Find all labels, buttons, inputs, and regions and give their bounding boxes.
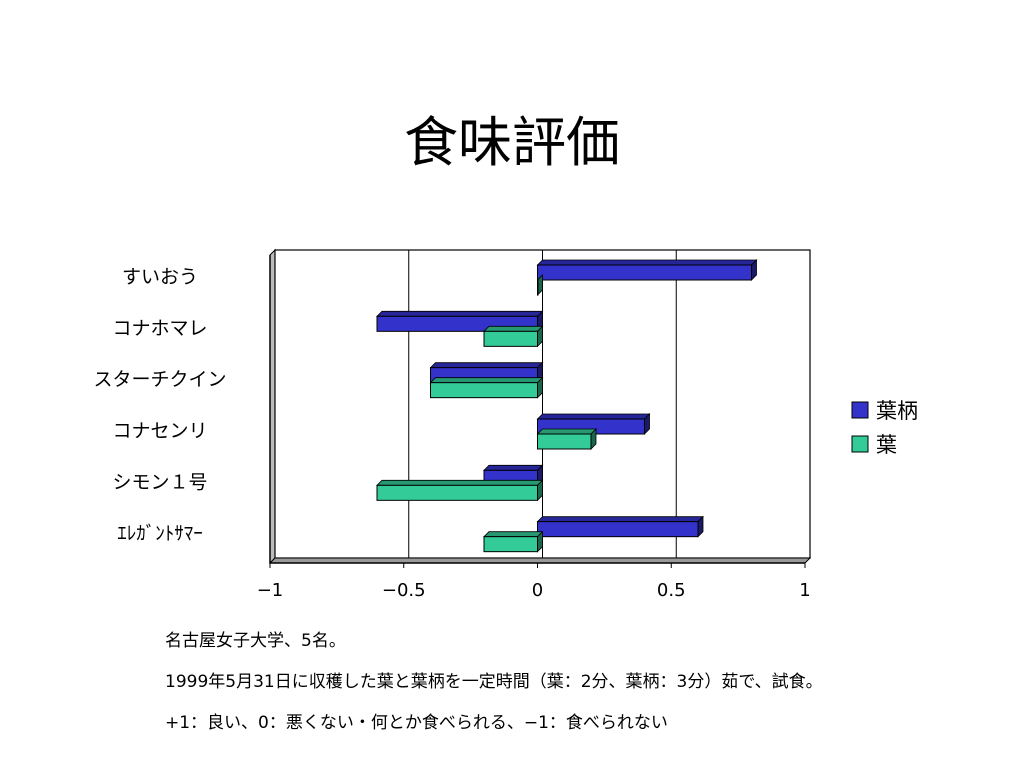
slide-title: 食味評価 xyxy=(404,111,620,174)
bar-leaf xyxy=(537,279,539,296)
legend-label: 葉 xyxy=(876,433,897,457)
x-tick-label: −1 xyxy=(257,580,284,601)
bar-top xyxy=(429,362,544,369)
x-tick-label: 1 xyxy=(799,580,810,601)
bar-top xyxy=(536,413,651,420)
note-method: 1999年5月31日に収穫した葉と葉柄を一定時間（葉：2分、葉柄：3分）茹で、試… xyxy=(165,672,823,692)
x-tick-label: 0 xyxy=(532,580,543,601)
y-category-label: ｴﾚｶﾞﾝﾄｻﾏｰ xyxy=(117,523,203,545)
bar-top xyxy=(483,325,544,332)
bar-top xyxy=(376,479,544,486)
y-category-label: シモン１号 xyxy=(112,471,207,493)
bar-top xyxy=(536,259,758,266)
y-category-label: スターチクイン xyxy=(93,369,226,391)
bar-leaf xyxy=(376,484,538,501)
note-source: 名古屋女子大学、5名。 xyxy=(165,631,346,651)
bar-petiole xyxy=(537,264,752,281)
bar-top xyxy=(483,531,544,538)
legend-label: 葉柄 xyxy=(876,399,918,423)
x-tick-label: −0.5 xyxy=(382,580,426,601)
bar-top xyxy=(536,516,704,523)
legend-swatch xyxy=(851,435,869,453)
bar-leaf xyxy=(430,382,538,399)
y-category-label: コナセンリ xyxy=(112,420,207,442)
bar-top xyxy=(483,464,544,471)
y-category-label: コナホマレ xyxy=(112,317,207,339)
bar-top xyxy=(536,428,597,435)
bar-leaf xyxy=(483,536,538,553)
x-tick-label: 0.5 xyxy=(657,580,686,601)
bar-top xyxy=(429,377,544,384)
bar-petiole xyxy=(537,521,699,538)
bar-leaf xyxy=(483,330,538,347)
note-scale: +1：良い、0：悪くない・何とか食べられる、−1：食べられない xyxy=(165,713,668,733)
bar-leaf xyxy=(537,433,592,450)
bar-top xyxy=(376,310,544,317)
legend-swatch xyxy=(851,401,869,419)
y-category-label: すいおう xyxy=(122,266,198,288)
